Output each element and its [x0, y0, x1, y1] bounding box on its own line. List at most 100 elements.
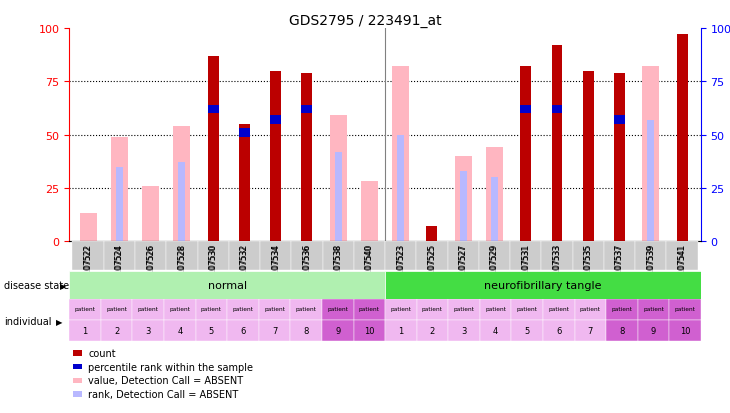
Bar	[385, 242, 416, 271]
Text: GSM107525: GSM107525	[428, 243, 437, 289]
Text: GSM107535: GSM107535	[584, 243, 593, 290]
Text: patient: patient	[201, 306, 222, 311]
Text: patient: patient	[359, 306, 380, 311]
Text: 7: 7	[272, 326, 277, 335]
Bar	[198, 242, 228, 271]
Bar	[260, 242, 291, 271]
Text: ▶: ▶	[55, 317, 62, 326]
Text: GSM107523: GSM107523	[396, 243, 405, 289]
Bar	[323, 242, 354, 271]
Text: 8: 8	[619, 326, 625, 335]
Bar	[543, 299, 575, 320]
Text: GSM107540: GSM107540	[365, 243, 374, 290]
Bar	[392, 67, 410, 242]
Text: 9: 9	[651, 326, 656, 335]
Bar	[669, 320, 701, 341]
Bar	[258, 299, 291, 320]
Text: patient: patient	[233, 306, 253, 311]
Text: 6: 6	[240, 326, 246, 335]
Text: rank, Detection Call = ABSENT: rank, Detection Call = ABSENT	[88, 389, 239, 399]
Text: patient: patient	[485, 306, 506, 311]
Text: GSM107540: GSM107540	[365, 244, 374, 291]
Bar	[385, 271, 701, 299]
Text: GSM107536: GSM107536	[302, 244, 312, 291]
Text: GSM107538: GSM107538	[334, 244, 342, 291]
Text: 5: 5	[209, 326, 214, 335]
Text: GSM107522: GSM107522	[84, 244, 93, 290]
Text: 3: 3	[461, 326, 466, 335]
Bar	[648, 120, 654, 242]
Text: GSM107539: GSM107539	[646, 244, 656, 291]
Bar	[69, 299, 101, 320]
Bar	[397, 135, 404, 242]
Bar	[479, 242, 510, 271]
Text: GSM107526: GSM107526	[146, 243, 155, 289]
Text: GSM107524: GSM107524	[115, 244, 124, 291]
Text: 2: 2	[114, 326, 119, 335]
Text: GSM107522: GSM107522	[84, 243, 93, 289]
Text: GSM107536: GSM107536	[302, 243, 312, 290]
Text: GSM107534: GSM107534	[271, 244, 280, 291]
Bar	[642, 67, 659, 242]
Text: GSM107537: GSM107537	[615, 243, 624, 290]
Text: GSM107531: GSM107531	[521, 243, 530, 289]
Bar	[606, 320, 638, 341]
Bar	[638, 299, 669, 320]
Bar	[491, 178, 498, 242]
Text: 10: 10	[364, 326, 374, 335]
Bar	[173, 127, 191, 242]
Bar	[353, 320, 385, 341]
Text: 7: 7	[588, 326, 593, 335]
Bar	[322, 299, 353, 320]
Bar	[543, 320, 575, 341]
Text: GSM107541: GSM107541	[677, 243, 686, 289]
Bar	[511, 320, 543, 341]
Text: GSM107528: GSM107528	[177, 244, 186, 290]
Text: patient: patient	[453, 306, 474, 311]
Bar	[638, 320, 669, 341]
Bar	[666, 242, 698, 271]
Text: GSM107529: GSM107529	[490, 243, 499, 289]
Text: GSM107527: GSM107527	[458, 244, 468, 291]
Text: normal: normal	[207, 280, 247, 290]
Bar	[270, 116, 281, 125]
Bar	[354, 242, 385, 271]
Text: GSM107537: GSM107537	[615, 244, 624, 291]
Text: GSM107531: GSM107531	[521, 244, 530, 291]
Text: GDS2795 / 223491_at: GDS2795 / 223491_at	[288, 14, 442, 28]
Bar	[614, 74, 625, 242]
Bar	[101, 320, 132, 341]
Text: individual: individual	[4, 316, 51, 326]
Text: GSM107530: GSM107530	[209, 243, 218, 290]
Text: GSM107530: GSM107530	[209, 244, 218, 291]
Text: value, Detection Call = ABSENT: value, Detection Call = ABSENT	[88, 375, 243, 385]
Bar	[552, 105, 563, 114]
Bar	[291, 299, 322, 320]
Bar	[227, 299, 258, 320]
Bar	[361, 182, 378, 242]
Bar	[460, 171, 466, 242]
Bar	[448, 299, 480, 320]
Bar	[677, 35, 688, 242]
Bar	[635, 242, 666, 271]
Text: patient: patient	[517, 306, 537, 311]
Bar	[572, 242, 604, 271]
Text: GSM107541: GSM107541	[677, 244, 686, 291]
Bar	[207, 57, 218, 242]
Bar	[480, 320, 511, 341]
Bar	[164, 320, 196, 341]
Bar	[239, 125, 250, 242]
Bar	[335, 152, 342, 242]
Bar	[542, 242, 572, 271]
Bar	[291, 242, 323, 271]
Bar	[455, 157, 472, 242]
Bar	[575, 320, 606, 341]
Bar	[133, 320, 164, 341]
Text: GSM107539: GSM107539	[646, 243, 656, 290]
Text: GSM107535: GSM107535	[584, 244, 593, 291]
Text: ▶: ▶	[60, 281, 66, 290]
Text: 8: 8	[304, 326, 309, 335]
Bar	[448, 320, 480, 341]
Text: 6: 6	[556, 326, 561, 335]
Bar	[417, 320, 448, 341]
